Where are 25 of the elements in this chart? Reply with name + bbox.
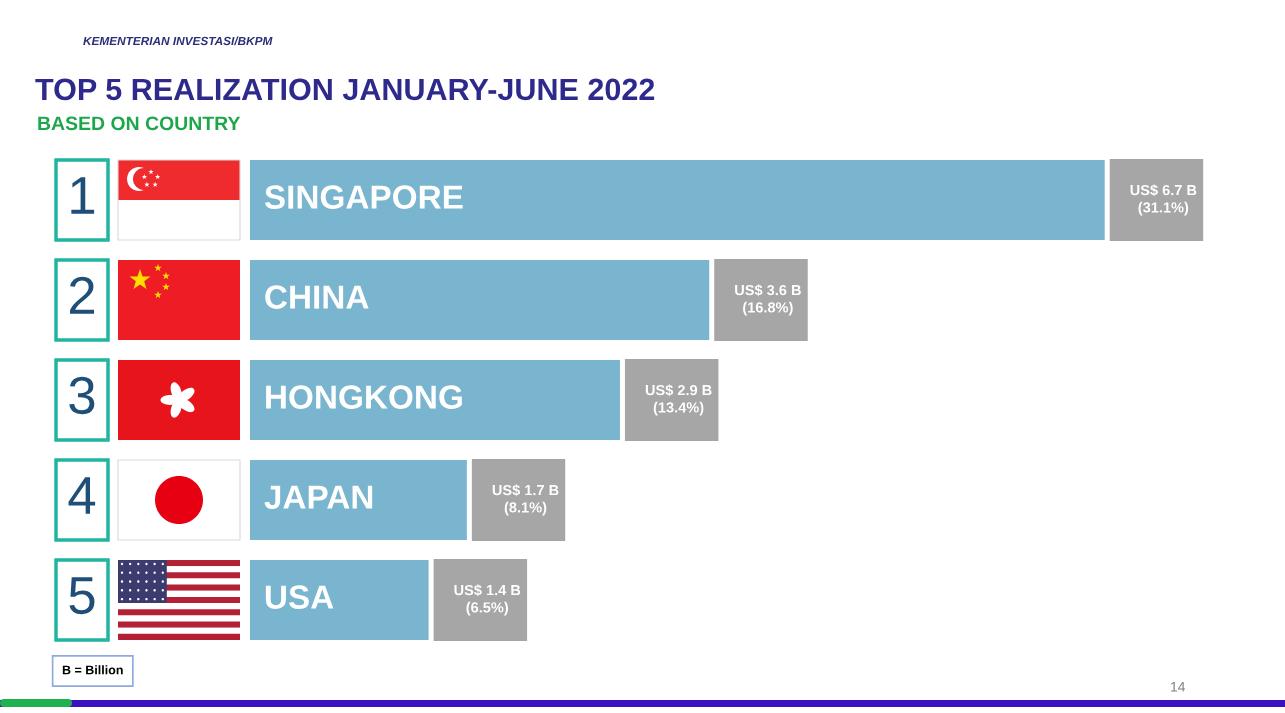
text: 5 <box>69 577 95 615</box>
y-tick-label: USA <box>265 585 334 609</box>
bar <box>250 560 429 640</box>
data-label: US$ 6.7 B (31.1%) <box>1130 184 1197 216</box>
text: 14 <box>1171 682 1186 692</box>
y-tick-label: JAPAN <box>264 485 373 509</box>
data-label: US$ 1.7 B (8.1%) <box>492 484 559 516</box>
text: 2 <box>69 276 95 314</box>
chart-subtitle: BASED ON COUNTRY <box>38 116 241 131</box>
text: 3 <box>69 376 95 415</box>
data-label: US$ 3.6 B (16.8%) <box>735 284 801 316</box>
data-label: US$ 2.9 B (13.4%) <box>645 384 712 416</box>
bar <box>250 260 710 340</box>
y-tick-label: HONGKONG <box>266 385 462 409</box>
y-tick-label: SINGAPORE <box>264 185 463 209</box>
bar <box>250 360 620 440</box>
bar <box>250 460 467 540</box>
text: 4 <box>68 477 96 514</box>
chart-title: TOP 5 REALIZATION JANUARY-JUNE 2022 <box>35 78 655 101</box>
bar <box>250 160 1105 240</box>
y-tick-label: CHINA <box>265 285 369 309</box>
text: 1 <box>71 177 95 214</box>
text: B = Billion <box>62 665 123 675</box>
data-label: US$ 1.4 B (6.5%) <box>454 584 521 616</box>
text: KEMENTERIAN INVESTASI/BKPM <box>83 36 273 46</box>
